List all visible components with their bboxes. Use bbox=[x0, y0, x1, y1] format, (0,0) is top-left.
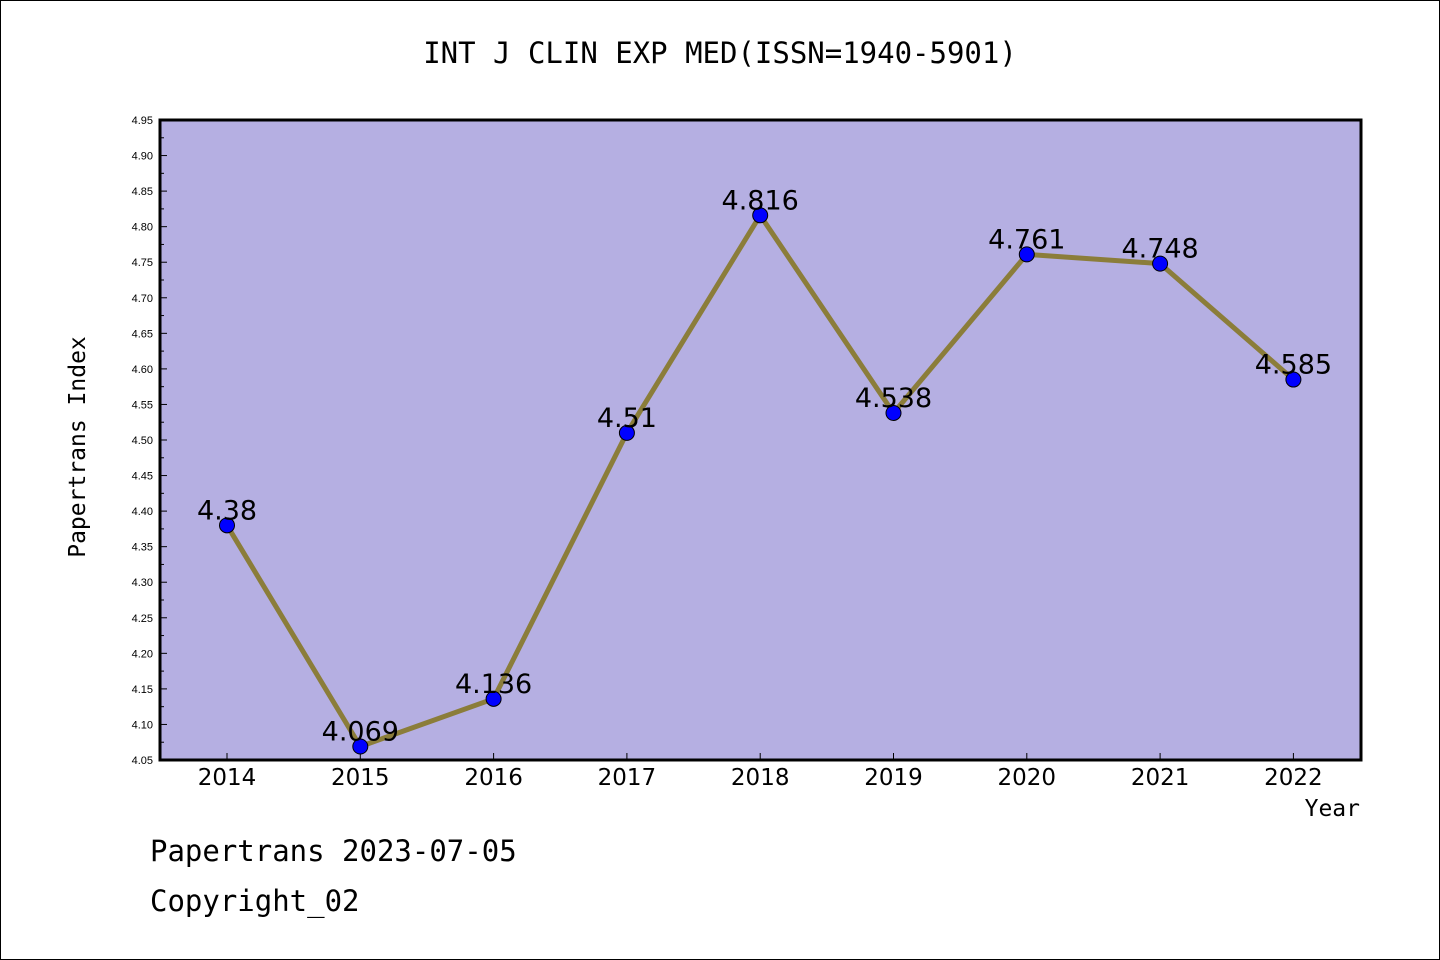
data-label: 4.816 bbox=[722, 185, 799, 216]
y-tick-label: 4.35 bbox=[132, 542, 153, 554]
data-label: 4.069 bbox=[322, 716, 399, 747]
data-label: 4.51 bbox=[597, 403, 657, 434]
data-point bbox=[752, 207, 769, 224]
data-label: 4.748 bbox=[1121, 234, 1198, 265]
data-label: 4.136 bbox=[455, 669, 532, 700]
y-tick-label: 4.30 bbox=[132, 577, 153, 589]
x-axis-label: Year bbox=[1304, 796, 1360, 822]
y-tick-label: 4.55 bbox=[132, 399, 153, 411]
x-tick-label: 2018 bbox=[731, 765, 790, 791]
data-point bbox=[219, 517, 235, 534]
y-tick-label: 4.75 bbox=[132, 257, 153, 269]
footer-date: Papertrans 2023-07-05 bbox=[150, 834, 517, 868]
y-tick-label: 4.25 bbox=[132, 613, 153, 625]
data-point bbox=[1018, 246, 1035, 263]
data-point bbox=[618, 424, 635, 441]
y-tick-label: 4.60 bbox=[132, 364, 153, 376]
y-tick-label: 4.90 bbox=[132, 151, 153, 163]
x-tick-label: 2014 bbox=[198, 765, 257, 791]
x-tick-label: 2022 bbox=[1264, 765, 1323, 791]
data-point bbox=[1152, 255, 1169, 272]
y-tick-label: 4.05 bbox=[132, 755, 153, 767]
y-tick-label: 4.40 bbox=[132, 506, 153, 518]
plot-area bbox=[160, 120, 1361, 760]
data-point bbox=[1285, 371, 1302, 388]
y-tick-label: 4.50 bbox=[132, 435, 153, 447]
plot-border bbox=[158, 118, 1363, 762]
x-tick-label: 2019 bbox=[864, 765, 923, 791]
data-label: 4.38 bbox=[197, 495, 257, 526]
y-tick-label: 4.65 bbox=[132, 328, 153, 340]
data-point bbox=[885, 404, 902, 421]
y-tick-label: 4.85 bbox=[132, 186, 153, 198]
y-tick-label: 4.80 bbox=[132, 222, 153, 234]
data-point bbox=[352, 738, 369, 755]
y-tick-label: 4.45 bbox=[132, 471, 153, 483]
y-tick-label: 4.95 bbox=[132, 115, 153, 127]
data-label: 4.538 bbox=[855, 383, 932, 414]
x-tick-label: 2016 bbox=[464, 765, 523, 791]
x-tick-label: 2021 bbox=[1131, 765, 1190, 791]
footer-copyright: Copyright_02 bbox=[150, 884, 360, 918]
x-tick-label: 2015 bbox=[331, 765, 390, 791]
y-tick-label: 4.70 bbox=[132, 293, 153, 305]
y-tick-label: 4.15 bbox=[132, 684, 153, 696]
y-tick-label: 4.10 bbox=[132, 719, 153, 731]
x-tick-label: 2017 bbox=[598, 765, 657, 791]
y-tick-label: 4.20 bbox=[132, 648, 153, 660]
data-label: 4.585 bbox=[1255, 350, 1332, 381]
x-tick-label: 2020 bbox=[998, 765, 1057, 791]
data-point bbox=[485, 690, 502, 707]
chart-title: INT J CLIN EXP MED(ISSN=1940-5901) bbox=[423, 36, 1017, 70]
data-label: 4.761 bbox=[988, 224, 1065, 255]
